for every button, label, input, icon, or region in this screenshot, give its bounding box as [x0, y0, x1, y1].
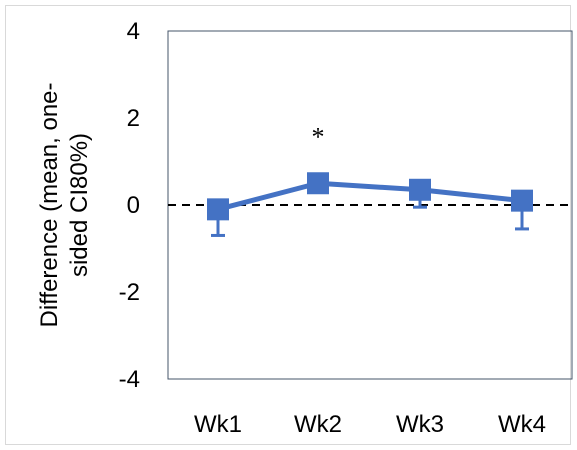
x-tick-label: Wk2: [294, 411, 342, 438]
y-tick-label: 4: [127, 18, 140, 45]
data-point-marker: [409, 178, 431, 201]
significance-asterisk: *: [312, 122, 325, 151]
x-tick-labels: Wk1 Wk2 Wk3 Wk4: [194, 411, 546, 438]
x-tick-label: Wk4: [498, 411, 546, 438]
y-axis-title-line1: Difference (mean, one-: [36, 82, 63, 327]
data-point-marker: [307, 172, 329, 195]
y-axis-title: Difference (mean, one- sided CI80%): [36, 82, 93, 327]
chart-frame: [5, 5, 571, 445]
y-tick-label: 2: [127, 105, 140, 132]
y-tick-labels: 4 2 0 -2 -4: [119, 18, 140, 393]
data-point-marker: [511, 189, 533, 212]
y-tick-label: -4: [119, 366, 140, 393]
x-tick-label: Wk3: [396, 411, 444, 438]
y-axis-title-line2: sided CI80%): [66, 133, 93, 277]
y-tick-label: 0: [127, 192, 140, 219]
x-tick-label: Wk1: [194, 411, 242, 438]
y-tick-label: -2: [119, 279, 140, 306]
series-layer: [207, 172, 533, 237]
data-point-marker: [207, 198, 229, 221]
series-line: [217, 180, 523, 212]
